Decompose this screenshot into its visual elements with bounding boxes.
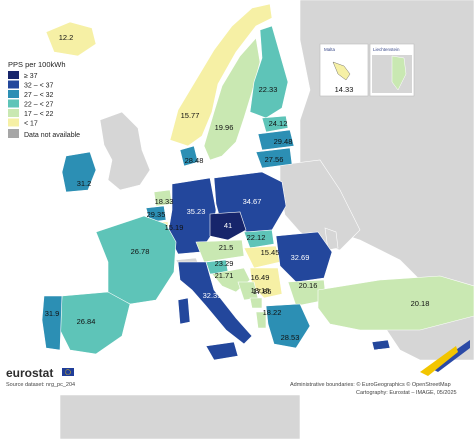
value-label-cz: 41 [224,221,232,230]
value-label-cy: 35.7 [377,347,392,356]
country-shape-lt [255,147,293,169]
country-shape-it [177,261,253,345]
moldova-shape [324,227,339,251]
country-shape-fi [249,25,289,119]
malta-island-shape [332,61,351,81]
value-label-hr: 21.71 [215,271,234,280]
country-shape-it-sardinia [177,297,191,325]
legend-swatch-1 [8,80,19,89]
country-shape-lv [257,129,295,151]
value-label-it: 32.35 [203,291,222,300]
source-dataset: Source dataset: nrg_pc_204 [6,382,75,388]
country-shape-at [195,239,245,263]
cartography-credit: Cartography: Eurostat – IMAGE, 05/2025 [356,390,457,396]
country-shape-ee [261,115,289,133]
value-label-no: 15.77 [181,111,200,120]
value-label-ro: 32.69 [291,253,310,262]
value-label-at: 21.5 [219,243,234,252]
value-label-is: 12.2 [59,33,74,42]
legend-title: PPS per 100kWh [8,60,66,69]
legend-label-0: ≥ 37 [24,73,38,80]
inset-liechtenstein: Liechtenstein [369,43,415,97]
value-label-me: 17.85 [253,287,272,296]
value-label-dk: 28.48 [185,156,204,165]
country-shape-no [169,3,273,147]
boundaries-credit: Administrative boundaries: © EuroGeograp… [290,381,451,388]
legend-swatch-na [8,129,19,138]
country-shape-me [249,297,263,309]
country-shape-cz [209,211,247,241]
value-label-gr: 28.53 [281,333,300,342]
country-shape-fr [95,215,177,305]
value-label-fi: 22.33 [259,85,278,94]
footer: eurostat Source dataset: nrg_pc_204 Admi… [6,340,470,396]
country-shapes [41,3,474,361]
country-shape-ie [61,151,97,193]
value-label-se: 19.96 [215,123,234,132]
inset-liechtenstein-title: Liechtenstein [373,47,400,52]
country-shape-cy [371,339,391,351]
country-shape-al [255,311,267,329]
value-label-lu: 15.19 [165,223,184,232]
country-shape-ro [275,231,333,283]
north-africa-shape [59,394,301,439]
country-shape-gr [265,303,311,349]
legend-label-2: 27 – < 32 [24,92,53,99]
country-shape-es [59,291,131,355]
liechtenstein-shape [391,55,407,91]
legend-swatch-4 [8,109,19,117]
value-label-al: 18.22 [263,308,282,317]
legend: PPS per 100kWh ≥ 37 32 – < 37 27 – < 32 22 … [8,60,80,139]
value-label-ie: 31.2 [77,179,92,188]
value-label-bg: 20.16 [299,281,318,290]
value-label-si: 23.29 [215,259,234,268]
inset-malta: Malta 14.33 [319,43,369,97]
legend-label-na: Data not available [24,132,80,139]
eu-flag-icon [62,368,74,376]
value-label-es: 26.84 [77,317,96,326]
value-label-ee: 24.12 [269,119,288,128]
value-label-rs: 16.49 [251,273,270,282]
country-shape-sk [243,229,275,249]
legend-label-1: 32 – < 37 [24,83,53,90]
value-label-hu: 15.45 [261,248,280,257]
legend-label-5: < 17 [24,121,38,128]
country-shape-dk [179,145,199,167]
value-labels: 12.2 15.77 19.96 22.33 24.12 29.48 27.56 28.48 3… [45,33,430,356]
value-label-pt: 31.9 [45,309,60,318]
legend-label-4: 17 – < 22 [24,111,53,118]
country-shape-tr [317,275,474,331]
value-label-pl: 34.67 [243,197,262,206]
legend-label-3: 22 – < 27 [24,102,53,109]
inset-malta-value: 14.33 [335,85,354,94]
legend-swatch-0 [8,71,19,79]
country-shape-it-sicily [205,341,239,361]
value-label-lt: 27.56 [265,155,284,164]
value-label-lv: 29.48 [274,137,293,146]
country-shape-pt [41,295,63,351]
eurostat-corner-logo-icon [420,340,470,376]
value-label-be: 29.35 [147,210,166,219]
eurostat-logo-text: eurostat [6,366,53,380]
country-shape-is [45,21,97,57]
country-shape-be [145,205,167,223]
value-label-ba: 18.16 [251,286,270,295]
value-label-sk: 22.12 [247,233,266,242]
uk-shape [99,111,151,191]
legend-swatch-5 [8,118,19,127]
value-label-fr: 26.78 [131,247,150,256]
value-label-de: 35.23 [187,207,206,216]
inset-malta-title: Malta [324,47,336,52]
value-label-nl: 18.33 [155,197,174,206]
legend-swatch-3 [8,99,19,108]
legend-swatch-2 [8,90,19,98]
value-label-tr: 20.18 [411,299,430,308]
